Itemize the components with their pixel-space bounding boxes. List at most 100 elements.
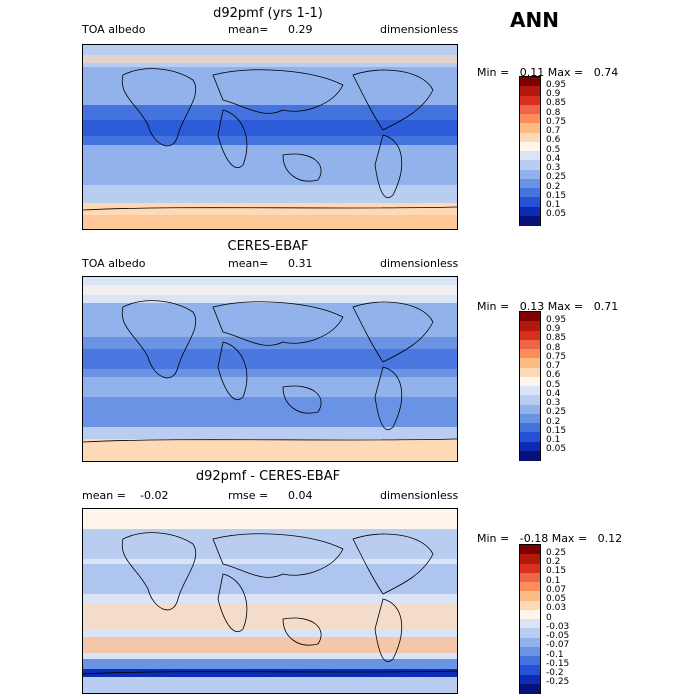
colorbar-segment [520, 376, 540, 387]
panel3-rmse-value: 0.04 [288, 489, 313, 502]
colorbar-segment [520, 95, 540, 106]
colorbar-segment [520, 563, 540, 574]
colorbar-tick-label: 0.4 [546, 388, 561, 399]
colorbar-segment [520, 160, 540, 171]
panel3-title: d92pmf - CERES-EBAF [195, 469, 341, 484]
panel2-colorbar [519, 311, 541, 461]
panel1-units: dimensionless [380, 23, 459, 36]
colorbar-tick-label: 0.2 [546, 557, 561, 567]
colorbar-segment [520, 330, 540, 341]
panel2-map-svg [83, 277, 457, 461]
panel2-title: CERES-EBAF [227, 239, 309, 254]
colorbar-segment [520, 141, 540, 152]
colorbar-tick-label: 0.2 [546, 181, 561, 192]
colorbar-segment [520, 432, 540, 443]
panel2-units: dimensionless [380, 257, 459, 270]
colorbar-segment [520, 132, 540, 143]
panel2-max-label: Max = [547, 300, 584, 313]
colorbar-tick-label: -0.25 [546, 677, 570, 688]
colorbar-tick-label: -0.05 [546, 631, 570, 641]
colorbar-segment [520, 395, 540, 406]
panel3-rmse-label: rmse = [228, 489, 269, 502]
colorbar-segment [520, 554, 540, 565]
colorbar-tick-label: 0.9 [546, 324, 561, 334]
colorbar-segment [520, 572, 540, 583]
colorbar-tick-label: 0.1 [546, 435, 561, 445]
colorbar-tick-label: 0.6 [546, 135, 561, 146]
colorbar-segment [520, 358, 540, 369]
colorbar-segment [520, 683, 540, 694]
panel1-min-value: 0.11 [519, 66, 545, 79]
panel3-min-label: Min = [477, 532, 510, 545]
colorbar-tick-label: 0.03 [546, 603, 567, 614]
colorbar-segment [520, 404, 540, 415]
colorbar-segment [520, 628, 540, 639]
colorbar-segment [520, 77, 540, 87]
colorbar-tick-label: 0.2 [546, 416, 561, 427]
colorbar-segment [520, 674, 540, 685]
colorbar-segment [520, 441, 540, 452]
colorbar-segment [520, 600, 540, 611]
colorbar-tick-label: 0.15 [546, 566, 567, 577]
colorbar-tick-label: 0.95 [546, 314, 567, 325]
colorbar-tick-label: 0.05 [546, 594, 567, 604]
panel2-variable: TOA albedo [82, 257, 146, 270]
colorbar-segment [520, 646, 540, 657]
colorbar-segment [520, 312, 540, 322]
colorbar-segment [520, 582, 540, 592]
colorbar-tick-label: 0.05 [546, 209, 567, 220]
colorbar-tick-label: 0.1 [546, 575, 561, 586]
colorbar-tick-label: -0.1 [546, 649, 564, 660]
colorbar-tick-label: 0.25 [546, 547, 567, 558]
colorbar-tick-label: 0.5 [546, 144, 561, 155]
colorbar-tick-label: 0.85 [546, 333, 567, 344]
colorbar-tick-label: 0.9 [546, 89, 561, 99]
colorbar-segment [520, 321, 540, 332]
colorbar-segment [520, 114, 540, 124]
colorbar-segment [520, 151, 540, 161]
panel1-variable: TOA albedo [82, 23, 146, 36]
colorbar-tick-label: 0.6 [546, 370, 561, 381]
panel3-units: dimensionless [380, 489, 459, 502]
panel1-title: d92pmf (yrs 1-1) [213, 6, 323, 21]
colorbar-segment [520, 591, 540, 602]
panel3-min-value: -0.18 [519, 532, 549, 545]
colorbar-segment [520, 545, 540, 555]
panel1-min-label: Min = [477, 66, 510, 79]
colorbar-segment [520, 450, 540, 461]
panel3-colorbar [519, 544, 541, 694]
colorbar-segment [520, 178, 540, 189]
panel3-map-svg [83, 509, 457, 693]
colorbar-segment [520, 197, 540, 208]
colorbar-tick-label: -0.07 [546, 640, 570, 651]
panel3-mean-value: -0.02 [140, 489, 169, 502]
colorbar-segment [520, 609, 540, 620]
colorbar-tick-label: 0 [546, 612, 552, 623]
colorbar-tick-label: 0.7 [546, 126, 561, 136]
colorbar-tick-label: 0.4 [546, 153, 561, 164]
colorbar-tick-label: 0.1 [546, 200, 561, 210]
colorbar-segment [520, 423, 540, 433]
panel3-max-value: 0.12 [597, 532, 623, 545]
colorbar-segment [520, 619, 540, 629]
panel2-mean-value: 0.31 [288, 257, 313, 270]
colorbar-segment [520, 367, 540, 378]
panel2-min-label: Min = [477, 300, 510, 313]
season-label: ANN [510, 8, 559, 32]
panel2-max-value: 0.71 [593, 300, 619, 313]
colorbar-tick-label: 0.95 [546, 79, 567, 90]
colorbar-tick-label: -0.15 [546, 658, 570, 669]
panel3-mean-label: mean = [82, 489, 126, 502]
panel1-mean-label: mean= [228, 23, 269, 36]
colorbar-segment [520, 188, 540, 198]
colorbar-tick-label: 0.7 [546, 361, 561, 371]
colorbar-tick-label: 0.25 [546, 172, 567, 183]
colorbar-tick-label: 0.25 [546, 407, 567, 418]
colorbar-tick-label: -0.2 [546, 668, 564, 678]
panel2-mean-label: mean= [228, 257, 269, 270]
panel1-map [82, 44, 458, 230]
colorbar-tick-label: 0.15 [546, 425, 567, 436]
colorbar-tick-label: 0.75 [546, 116, 567, 127]
colorbar-segment [520, 665, 540, 676]
colorbar-tick-label: 0.15 [546, 190, 567, 201]
